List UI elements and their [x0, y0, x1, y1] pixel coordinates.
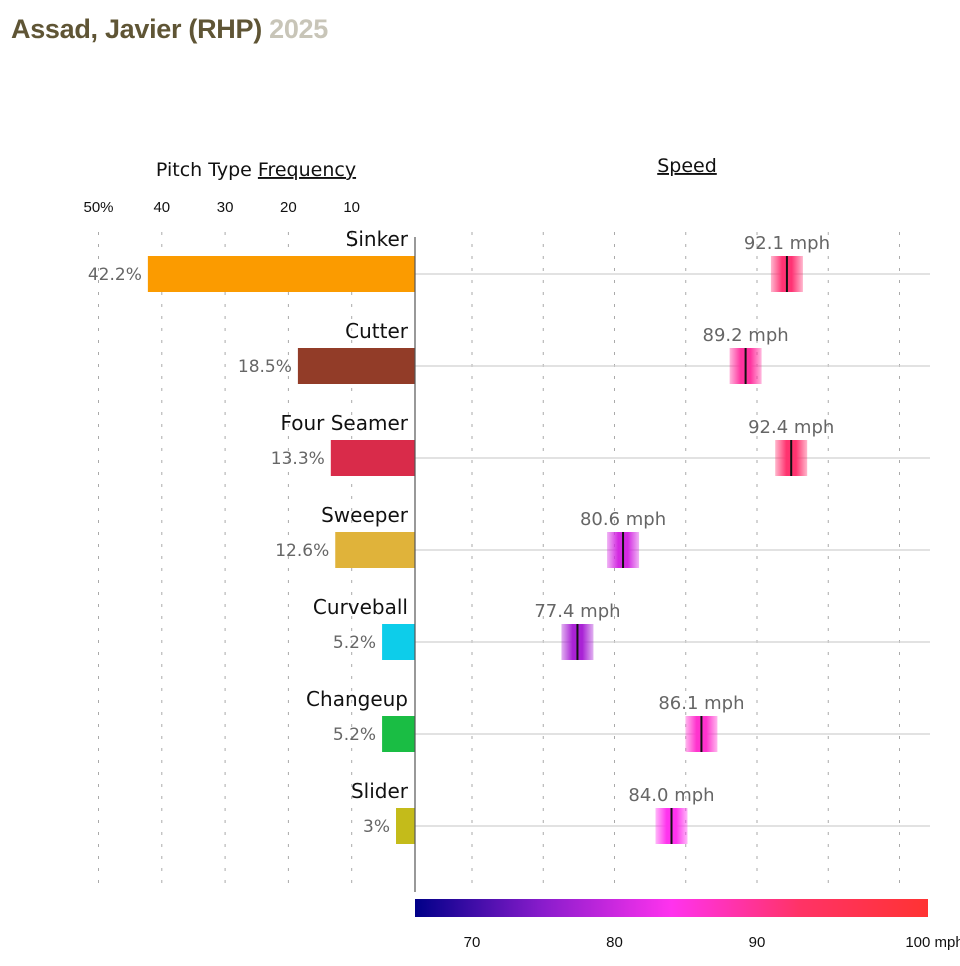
pitch-type-label: Slider: [351, 779, 409, 803]
speed-value-label: 80.6 mph: [580, 509, 666, 530]
pitch-row: Four Seamer 13.3% 92.4 mph: [271, 411, 930, 476]
frequency-bar: [330, 440, 415, 476]
pitch-type-label: Changeup: [306, 687, 408, 711]
pitch-type-label: Four Seamer: [280, 411, 408, 435]
pitch-type-label: Sinker: [346, 227, 409, 251]
pitch-row: Changeup 5.2% 86.1 mph: [306, 687, 930, 752]
frequency-bar: [382, 716, 415, 752]
frequency-value-label: 13.3%: [271, 449, 325, 469]
frequency-panel-title: Pitch Type Frequency: [156, 159, 356, 181]
frequency-tick-label: 40: [153, 199, 170, 216]
frequency-value-label: 3%: [363, 817, 390, 837]
colorbar-tick-label: 70: [464, 934, 481, 951]
speed-value-label: 86.1 mph: [658, 693, 744, 714]
frequency-bar: [335, 532, 415, 568]
pitch-row: Cutter 18.5% 89.2 mph: [238, 319, 930, 384]
frequency-value-label: 5.2%: [333, 725, 376, 745]
frequency-value-label: 18.5%: [238, 357, 292, 377]
pitch-row: Curveball 5.2% 77.4 mph: [313, 595, 930, 660]
speed-panel-title[interactable]: Speed: [657, 155, 717, 177]
chart-title: Assad, Javier (RHP) 2025: [11, 14, 328, 45]
season-year: 2025: [269, 14, 328, 44]
speed-value-label: 89.2 mph: [703, 325, 789, 346]
frequency-bar: [382, 624, 415, 660]
colorbar-tick-label: 90: [749, 934, 766, 951]
speed-value-label: 84.0 mph: [628, 785, 714, 806]
frequency-tick-label: 50%: [83, 199, 113, 216]
speed-value-label: 92.1 mph: [744, 233, 830, 254]
frequency-bar: [396, 808, 415, 844]
player-name: Assad, Javier (RHP): [11, 14, 262, 44]
frequency-value-label: 42.2%: [88, 265, 142, 285]
frequency-bar: [297, 348, 415, 384]
frequency-value-label: 12.6%: [275, 541, 329, 561]
frequency-tick-label: 30: [217, 199, 234, 216]
colorbar-tick-label: 100 mph: [905, 934, 960, 951]
frequency-tick-label: 10: [343, 199, 360, 216]
pitch-row: Sinker 42.2% 92.1 mph: [88, 227, 930, 292]
pitch-row: Slider 3% 84.0 mph: [351, 779, 930, 844]
pitch-type-label: Curveball: [313, 595, 408, 619]
pitch-type-label: Sweeper: [321, 503, 409, 527]
pitch-row: Sweeper 12.6% 80.6 mph: [275, 503, 930, 568]
speed-value-label: 92.4 mph: [748, 417, 834, 438]
speed-colorbar: [415, 899, 928, 917]
pitch-type-label: Cutter: [345, 319, 409, 343]
frequency-value-label: 5.2%: [333, 633, 376, 653]
colorbar-tick-label: 80: [606, 934, 623, 951]
frequency-bar: [147, 256, 415, 292]
speed-value-label: 77.4 mph: [534, 601, 620, 622]
frequency-link[interactable]: Frequency: [258, 159, 356, 181]
frequency-tick-label: 20: [280, 199, 297, 216]
